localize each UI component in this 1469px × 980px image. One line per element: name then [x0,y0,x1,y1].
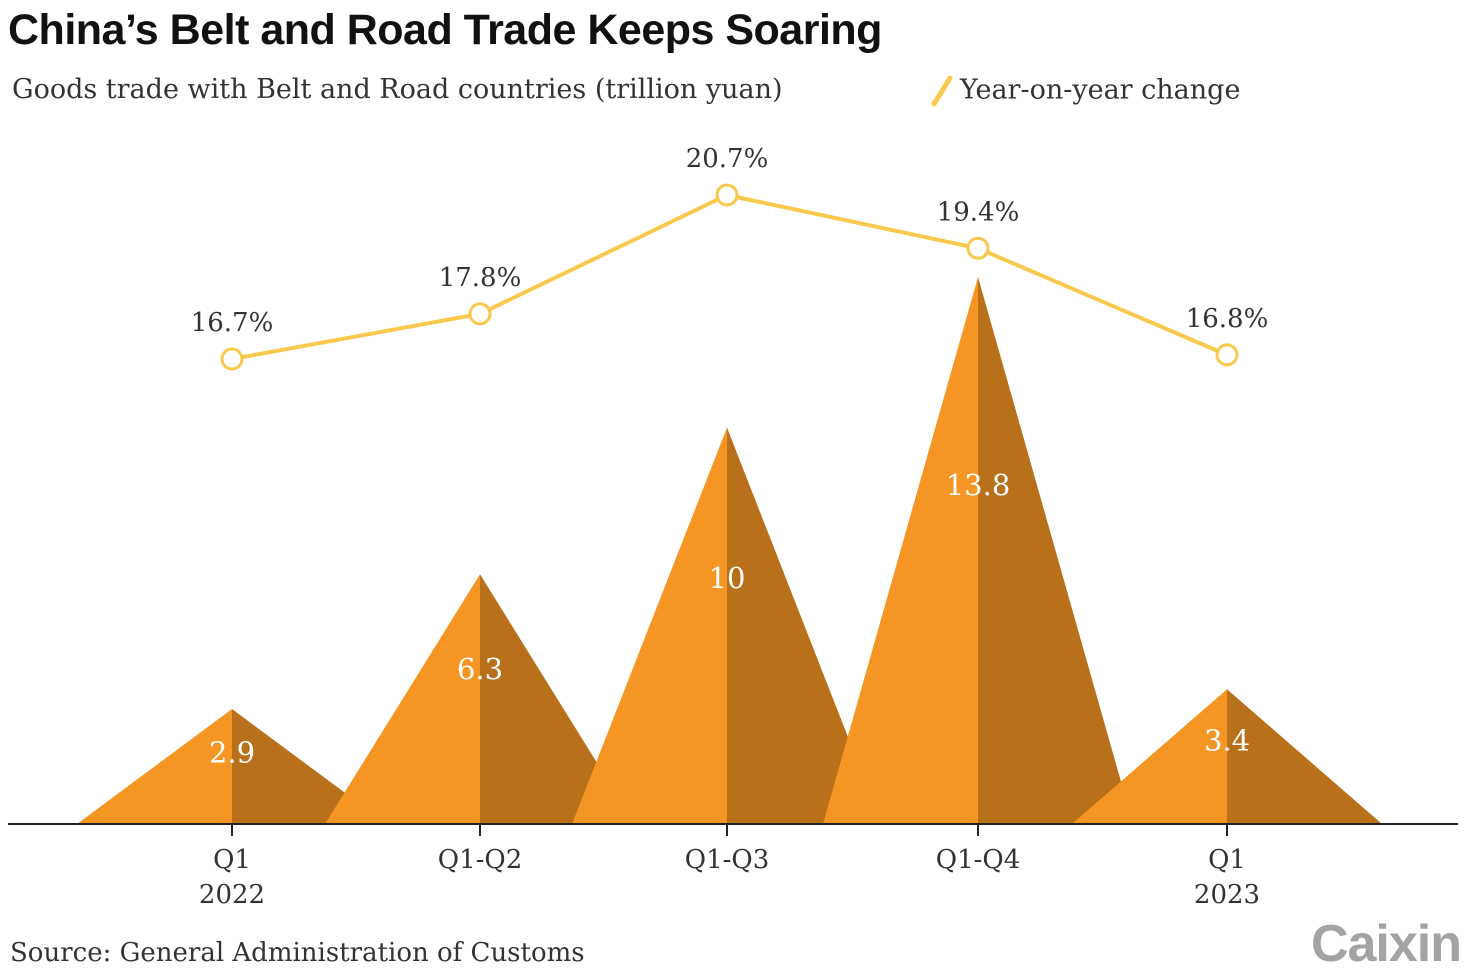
yoy-point-0 [220,347,244,371]
bar-value-label-3: 13.8 [946,468,1011,502]
triangle-bar-left-0 [77,709,232,824]
bar-value-label-4: 3.4 [1204,723,1250,757]
x-tick-label-year-0: 2022 [199,880,265,910]
triangle-bar-right-2 [727,427,882,824]
x-tick-label-4: Q1 [1208,845,1246,875]
triangle-bar-right-4 [1227,689,1382,824]
yoy-label-1: 17.8% [439,263,522,293]
yoy-label-3: 19.4% [937,197,1020,227]
x-tick-label-3: Q1-Q4 [936,845,1021,875]
chart-subtitle: Goods trade with Belt and Road countries… [12,74,783,105]
yoy-point-1 [468,302,492,326]
triangle-bar-right-1 [480,574,635,824]
yoy-label-0: 16.7% [191,308,274,338]
yoy-point-3 [966,236,990,260]
triangle-bar-left-4 [1072,689,1227,824]
x-tick-label-2: Q1-Q3 [685,845,770,875]
legend-label: Year-on-year change [960,74,1241,106]
yoy-point-2 [715,183,739,207]
triangle-bar-right-3 [978,277,1133,824]
x-tick-label-1: Q1-Q2 [438,845,523,875]
yoy-label-4: 16.8% [1186,304,1269,334]
bar-value-label-1: 6.3 [457,652,503,686]
legend-line-swatch [931,75,953,107]
bar-value-label-2: 10 [709,561,746,595]
yoy-label-2: 20.7% [686,144,769,174]
yoy-point-4 [1215,343,1239,367]
source-note: Source: General Administration of Custom… [10,938,585,968]
bar-value-label-0: 2.9 [209,736,255,770]
triangle-bar-left-2 [572,427,727,824]
triangle-bar-left-1 [325,574,480,824]
x-tick-label-0: Q1 [213,845,251,875]
x-tick-label-year-4: 2023 [1194,880,1260,910]
caixin-logo: Caixin [1310,915,1462,973]
chart-title: China’s Belt and Road Trade Keeps Soarin… [8,6,882,54]
legend: Year-on-year change [930,74,1240,108]
triangle-bar-left-3 [823,277,978,824]
yoy-line [231,193,1228,361]
